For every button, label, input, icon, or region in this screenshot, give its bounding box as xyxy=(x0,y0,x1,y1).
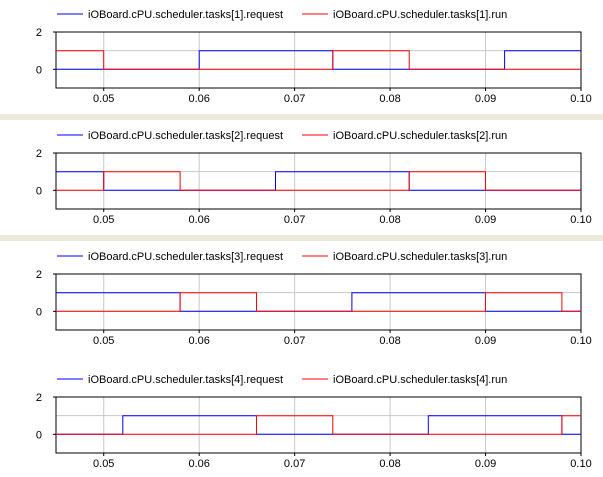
x-tick-label-4: 0.08 xyxy=(379,335,400,347)
x-tick-label-6: 0.10 xyxy=(570,458,591,470)
legend-label-2: iOBoard.cPU.scheduler.tasks[1].run xyxy=(333,9,507,21)
plot-4-svg: iOBoard.cPU.scheduler.tasks[4].request iO… xyxy=(36,374,592,470)
series-line-1 xyxy=(56,171,581,191)
x-tick-label-5: 0.09 xyxy=(475,214,496,226)
x-tick-label-4: 0.08 xyxy=(379,93,400,105)
plot-panel-2[interactable]: iOBoard.cPU.scheduler.tasks[2].request iO… xyxy=(0,121,603,233)
x-tick-label-1: 0.05 xyxy=(93,214,114,226)
x-tick-label-1: 0.05 xyxy=(93,458,114,470)
y-tick-label-2: 0 xyxy=(36,306,42,318)
panel-divider-2[interactable] xyxy=(0,235,603,241)
series-line-1 xyxy=(56,50,581,70)
legend-label-1: iOBoard.cPU.scheduler.tasks[4].request xyxy=(88,374,283,386)
x-tick-label-3: 0.07 xyxy=(284,458,305,470)
x-tick-label-4: 0.08 xyxy=(379,458,400,470)
y-tick-label-2: 0 xyxy=(36,64,42,76)
plot-2-svg: iOBoard.cPU.scheduler.tasks[2].request iO… xyxy=(36,130,592,226)
legend-label-1: iOBoard.cPU.scheduler.tasks[2].request xyxy=(88,130,283,142)
y-tick-label-1: 2 xyxy=(36,269,42,281)
y-tick-label-1: 2 xyxy=(36,148,42,160)
x-tick-label-4: 0.08 xyxy=(379,214,400,226)
plot-frame xyxy=(55,31,582,89)
x-tick-label-2: 0.06 xyxy=(188,458,209,470)
y-tick-label-2: 0 xyxy=(36,185,42,197)
y-tick-label-1: 2 xyxy=(36,27,42,39)
y-tick-label-2: 0 xyxy=(36,429,42,441)
x-tick-label-5: 0.09 xyxy=(475,458,496,470)
plot-panel-3[interactable]: iOBoard.cPU.scheduler.tasks[3].request iO… xyxy=(0,242,603,354)
x-tick-label-5: 0.09 xyxy=(475,335,496,347)
x-tick-label-3: 0.07 xyxy=(284,93,305,105)
plot-1-svg: iOBoard.cPU.scheduler.tasks[1].request iO… xyxy=(36,9,592,105)
x-tick-label-3: 0.07 xyxy=(284,214,305,226)
x-tick-label-6: 0.10 xyxy=(570,93,591,105)
x-tick-label-5: 0.09 xyxy=(475,93,496,105)
x-tick-label-6: 0.10 xyxy=(570,214,591,226)
plot-3-svg: iOBoard.cPU.scheduler.tasks[3].request iO… xyxy=(36,251,592,347)
legend-label-2: iOBoard.cPU.scheduler.tasks[2].run xyxy=(333,130,507,142)
legend-label-2: iOBoard.cPU.scheduler.tasks[4].run xyxy=(333,374,507,386)
x-tick-label-1: 0.05 xyxy=(93,93,114,105)
legend-label-1: iOBoard.cPU.scheduler.tasks[1].request xyxy=(88,9,283,21)
plot-frame xyxy=(55,152,582,210)
series-line-2 xyxy=(56,171,581,191)
plot-panel-1[interactable]: iOBoard.cPU.scheduler.tasks[1].request iO… xyxy=(0,0,603,112)
series-line-1 xyxy=(56,292,581,312)
legend-label-2: iOBoard.cPU.scheduler.tasks[3].run xyxy=(333,251,507,263)
x-tick-label-2: 0.06 xyxy=(188,214,209,226)
x-tick-label-2: 0.06 xyxy=(188,335,209,347)
x-tick-label-6: 0.10 xyxy=(570,335,591,347)
legend-label-1: iOBoard.cPU.scheduler.tasks[3].request xyxy=(88,251,283,263)
x-tick-label-1: 0.05 xyxy=(93,335,114,347)
series-line-1 xyxy=(56,415,581,435)
x-tick-label-3: 0.07 xyxy=(284,335,305,347)
plot-frame xyxy=(55,396,582,454)
plot-frame xyxy=(55,273,582,331)
series-line-2 xyxy=(56,415,581,435)
plot-panel-4[interactable]: iOBoard.cPU.scheduler.tasks[4].request iO… xyxy=(0,365,603,477)
panel-divider-1[interactable] xyxy=(0,114,603,120)
y-tick-label-1: 2 xyxy=(36,392,42,404)
x-tick-label-2: 0.06 xyxy=(188,93,209,105)
series-line-2 xyxy=(56,292,581,312)
series-line-2 xyxy=(56,50,581,70)
